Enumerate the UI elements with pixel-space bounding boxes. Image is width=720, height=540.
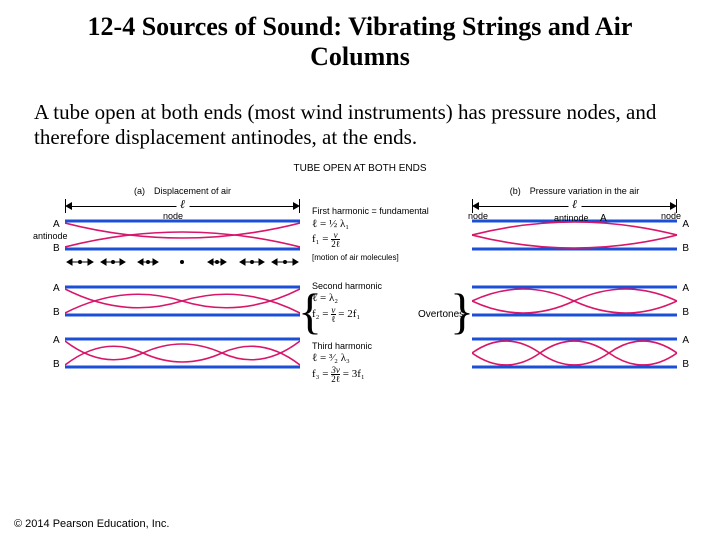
label-a: A — [682, 219, 689, 230]
left-harmonic-2: A B — [65, 279, 300, 323]
left-head: (a) Displacement of air — [65, 186, 300, 196]
motion-label: [motion of air molecules] — [312, 253, 462, 263]
label-b: B — [682, 359, 689, 370]
third-harmonic-title: Third harmonic — [312, 341, 462, 352]
label-b: B — [682, 243, 689, 254]
length-symbol: ℓ — [568, 197, 581, 212]
slide-title: 12-4 Sources of Sound: Vibrating Strings… — [46, 12, 674, 72]
wave-svg — [472, 331, 677, 375]
eq: ℓ = ½ λ₁ — [312, 218, 462, 232]
antinode-label: antinode — [554, 213, 589, 223]
label-a: A — [53, 219, 60, 230]
label-a: A — [53, 283, 60, 294]
overtones-label: Overtones — [418, 309, 464, 320]
right-harmonic-1: A B node node antinode A — [472, 213, 677, 271]
right-head: (b) Pressure variation in the air — [472, 186, 677, 196]
slide: { "colors": { "tube_line": "#1a4fd6", "w… — [0, 0, 720, 540]
left-harmonic-3: A B — [65, 331, 300, 375]
wave-svg — [65, 331, 300, 375]
antinode-label: antinode — [33, 231, 68, 241]
left-harmonic-1: A B antinode node — [65, 213, 300, 271]
wave-svg — [472, 279, 677, 323]
label-b: B — [53, 359, 60, 370]
left-column: (a) Displacement of air ℓ A B antinode n… — [65, 186, 300, 383]
wave-svg — [65, 279, 300, 323]
label-a: A — [53, 335, 60, 346]
figure-caption: TUBE OPEN AT BOTH ENDS — [26, 163, 694, 174]
middle-column: First harmonic = fundamental ℓ = ½ λ₁ f₁… — [312, 196, 462, 401]
first-harmonic-title: First harmonic = fundamental — [312, 206, 462, 217]
label-a: A — [682, 283, 689, 294]
dimension-right: ℓ — [472, 199, 677, 213]
node-label: node — [661, 211, 681, 221]
right-harmonic-2: A B — [472, 279, 677, 323]
brace-left: { — [298, 286, 322, 336]
second-harmonic-title: Second harmonic — [312, 281, 462, 292]
copyright: © 2014 Pearson Education, Inc. — [14, 518, 169, 530]
eq: ℓ = λ₂ — [312, 292, 462, 306]
label-a: A — [682, 335, 689, 346]
right-column: (b) Pressure variation in the air ℓ A B … — [472, 186, 677, 383]
label-a: A — [600, 213, 607, 224]
eq: f₃ = 3v2ℓ = 3f₁ — [312, 366, 462, 383]
eq: ℓ = ³⁄₂ λ₃ — [312, 352, 462, 366]
node-label: node — [163, 211, 183, 221]
right-harmonic-3: A B — [472, 331, 677, 375]
label-b: B — [682, 307, 689, 318]
node-label: node — [468, 211, 488, 221]
molecules-row — [65, 255, 300, 269]
eq: f₁ = v2ℓ — [312, 231, 462, 248]
label-b: B — [53, 243, 60, 254]
figure: (a) Displacement of air ℓ A B antinode n… — [40, 176, 680, 446]
label-b: B — [53, 307, 60, 318]
body-text: A tube open at both ends (most wind inst… — [34, 100, 686, 150]
length-symbol: ℓ — [176, 197, 189, 212]
